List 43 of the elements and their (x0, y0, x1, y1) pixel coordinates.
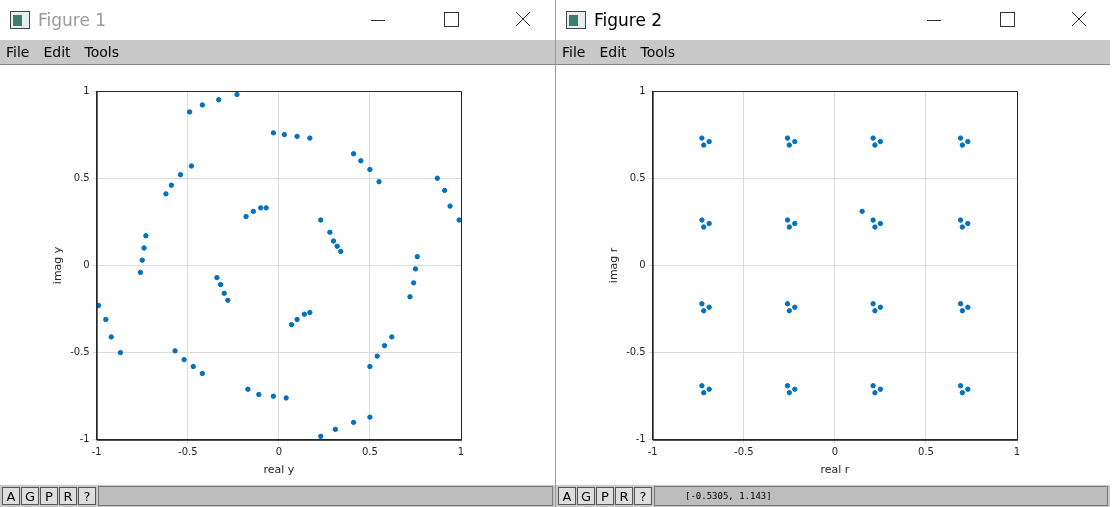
x-tick-label: -1 (647, 446, 658, 458)
x-tick-label: 0.5 (361, 446, 378, 458)
text: P (596, 487, 614, 505)
text: Tools (640, 44, 676, 60)
x-axis-title: real y (263, 463, 295, 477)
text: File (6, 44, 30, 60)
y-axis-title: imag y (51, 246, 65, 285)
x-tick-label: 0 (275, 446, 283, 458)
y-tick-label: 0.5 (629, 171, 646, 183)
y-tick-label: -0.5 (70, 346, 90, 358)
text: Edit (599, 44, 627, 60)
text: G (577, 487, 595, 505)
text: ? (78, 487, 96, 505)
text: ? (634, 487, 652, 505)
y-tick-label: 0 (83, 258, 90, 270)
text: P (40, 487, 58, 505)
text: A (558, 487, 576, 505)
chart-title: Figure 2 (594, 10, 663, 30)
x-axis-title: real r (820, 463, 850, 477)
y-tick-label: -1 (79, 433, 90, 445)
x-tick-label: -0.5 (734, 446, 754, 458)
text: Tools (84, 44, 120, 60)
x-tick-label: 1 (457, 446, 465, 458)
text: R (615, 487, 633, 505)
x-tick-label: 0.5 (917, 446, 934, 458)
text: R (59, 487, 77, 505)
text: Edit (43, 44, 71, 60)
y-axis-title: imag r (607, 247, 621, 284)
y-tick-label: -1 (635, 433, 646, 445)
x-tick-label: -1 (91, 446, 102, 458)
x-tick-label: 0 (831, 446, 839, 458)
y-tick-label: 0 (639, 258, 646, 270)
y-tick-label: 1 (83, 84, 90, 96)
y-tick-label: 1 (639, 84, 646, 96)
y-tick-label: -0.5 (626, 346, 646, 358)
text: G (21, 487, 39, 505)
chart-title: Figure 1 (38, 10, 107, 30)
status-field: [-0.5305, 1.143] (654, 486, 1108, 506)
text: A (2, 487, 20, 505)
x-tick-label: 1 (1013, 446, 1021, 458)
y-tick-label: 0.5 (73, 171, 90, 183)
x-tick-label: -0.5 (178, 446, 198, 458)
text: File (562, 44, 586, 60)
